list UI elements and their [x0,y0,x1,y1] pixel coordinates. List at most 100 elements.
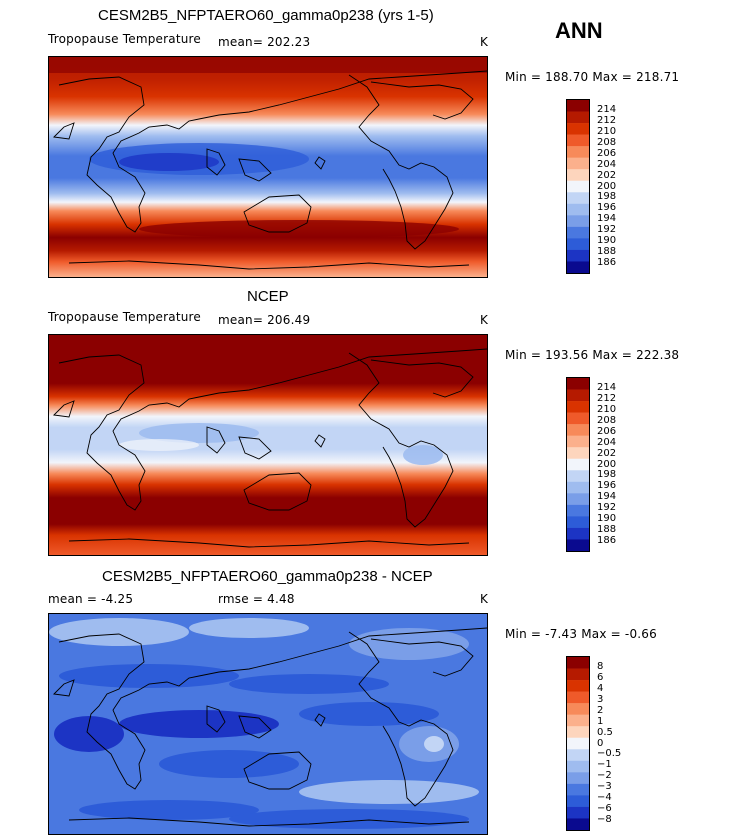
panel2-variable-label: Tropopause Temperature [48,310,201,324]
panel2-mean: mean= 206.49 [218,313,311,327]
colorbar-swatch [567,726,589,739]
colorbar-tick-label: 206 [597,147,617,159]
colorbar-tick-label: 198 [597,191,617,203]
colorbar-swatch [567,389,589,402]
colorbar-swatch [567,215,589,228]
colorbar-tick-label: 188 [597,524,617,536]
colorbar-tick-label: 204 [597,158,617,170]
panel2-title: NCEP [247,288,289,305]
panel1-colorbar [566,99,590,274]
colorbar-tick-label: −4 [597,792,612,804]
colorbar-tick-label: 8 [597,660,604,672]
colorbar-swatch [567,657,589,669]
colorbar-swatch [567,157,589,170]
panel3-title: CESM2B5_NFPTAERO60_gamma0p238 - NCEP [102,568,433,585]
colorbar-swatch [567,238,589,251]
colorbar-swatch [567,401,589,413]
colorbar-swatch [567,783,589,796]
panel3-minmax: Min = -7.43 Max = -0.66 [505,627,657,641]
panel3-rmse: rmse = 4.48 [218,592,295,606]
panel1-variable-label: Tropopause Temperature [48,32,201,46]
panel2-map [48,334,488,556]
colorbar-tick-label: 4 [597,682,604,694]
colorbar-swatch [567,123,589,135]
colorbar-swatch [567,447,589,460]
panel2-units: K [480,313,489,327]
colorbar-tick-label: 186 [597,535,617,547]
colorbar-swatch [567,703,589,715]
panel3-map-field [49,614,488,834]
colorbar-swatch [567,539,589,551]
colorbar-tick-label: 6 [597,671,604,683]
panel1-map [48,56,488,278]
colorbar-tick-label: 196 [597,480,617,492]
colorbar-tick-label: 192 [597,224,617,236]
colorbar-swatch [567,668,589,681]
colorbar-tick-label: 198 [597,469,617,481]
panel3-colorbar-swatches [567,657,589,830]
colorbar-tick-label: 196 [597,202,617,214]
panel1-map-field [49,57,488,277]
colorbar-tick-label: 212 [597,114,617,126]
colorbar-tick-label: 208 [597,414,617,426]
colorbar-tick-label: 190 [597,513,617,525]
colorbar-swatch [567,691,589,704]
colorbar-tick-label: 0.5 [597,726,613,738]
colorbar-tick-label: 208 [597,136,617,148]
colorbar-swatch [567,111,589,124]
colorbar-tick-label: 210 [597,125,617,137]
colorbar-tick-label: 190 [597,235,617,247]
colorbar-tick-label: −0.5 [597,748,622,760]
panel2-colorbar-swatches [567,378,589,551]
colorbar-swatch [567,749,589,762]
colorbar-swatch [567,504,589,517]
colorbar-tick-label: 206 [597,425,617,437]
colorbar-tick-label: 194 [597,213,617,225]
colorbar-tick-label: 2 [597,704,604,716]
colorbar-swatch [567,249,589,262]
colorbar-tick-label: −8 [597,814,612,826]
colorbar-swatch [567,493,589,506]
colorbar-tick-label: 194 [597,491,617,503]
colorbar-swatch [567,818,589,830]
colorbar-swatch [567,100,589,112]
colorbar-swatch [567,458,589,471]
panel2-colorbar [566,377,590,552]
colorbar-swatch [567,180,589,193]
panel1-minmax: Min = 188.70 Max = 218.71 [505,70,680,84]
colorbar-swatch [567,424,589,436]
colorbar-swatch [567,516,589,529]
colorbar-swatch [567,226,589,239]
colorbar-swatch [567,795,589,808]
colorbar-tick-label: 200 [597,458,617,470]
colorbar-swatch [567,806,589,819]
colorbar-tick-label: −6 [597,803,612,815]
colorbar-tick-label: −1 [597,759,612,771]
panel3-units: K [480,592,489,606]
panel1-units: K [480,35,489,49]
colorbar-tick-label: 188 [597,246,617,258]
colorbar-swatch [567,760,589,773]
colorbar-swatch [567,737,589,750]
colorbar-swatch [567,378,589,390]
colorbar-tick-label: 202 [597,447,617,459]
colorbar-swatch [567,435,589,448]
colorbar-swatch [567,192,589,205]
colorbar-tick-label: 186 [597,257,617,269]
colorbar-swatch [567,134,589,147]
season-label: ANN [555,18,603,43]
colorbar-swatch [567,527,589,540]
colorbar-swatch [567,261,589,273]
colorbar-tick-label: 3 [597,693,604,705]
colorbar-swatch [567,146,589,158]
panel1-mean: mean= 202.23 [218,35,311,49]
colorbar-swatch [567,714,589,727]
colorbar-swatch [567,412,589,425]
panel2-map-field [49,335,488,555]
panel2-minmax: Min = 193.56 Max = 222.38 [505,348,680,362]
colorbar-tick-label: 202 [597,169,617,181]
panel3-mean: mean = -4.25 [48,592,134,606]
panel3-map [48,613,488,835]
colorbar-tick-label: 210 [597,403,617,415]
colorbar-tick-label: −2 [597,770,612,782]
